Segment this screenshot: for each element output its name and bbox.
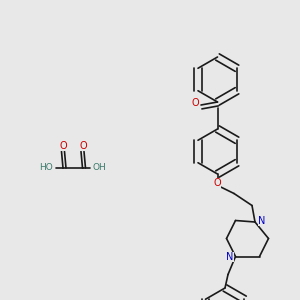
- Text: O: O: [192, 98, 200, 109]
- Text: O: O: [60, 141, 68, 151]
- Text: O: O: [79, 141, 87, 151]
- Text: N: N: [226, 251, 234, 262]
- Text: N: N: [258, 215, 265, 226]
- Text: OH: OH: [92, 163, 106, 172]
- Text: N: N: [258, 215, 265, 226]
- Text: O: O: [214, 178, 221, 188]
- Text: HO: HO: [40, 163, 53, 172]
